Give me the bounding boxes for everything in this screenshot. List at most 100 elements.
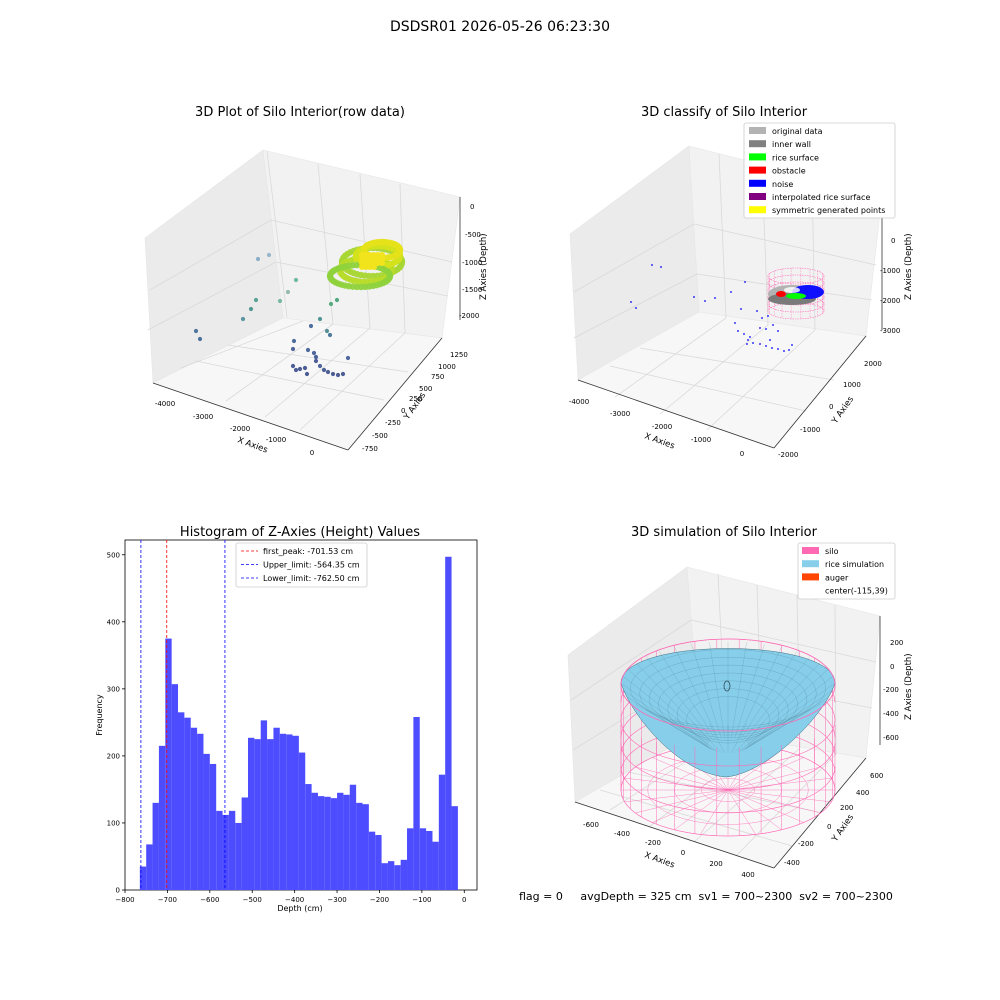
raw-3d-point [305,347,311,353]
simulation-rice-mesh-spoke [635,703,711,750]
histogram-x-tick-label: −300 [327,896,346,904]
classify-legend-frame [743,122,896,219]
classify-legend-label: obstacle [772,167,806,176]
classify-rice-surface-cloud [786,293,806,299]
simulation-3d-x-ticks: -600 -400 -200 0 200 400 [583,821,755,879]
simulation-legend-swatch [802,560,819,568]
raw-3d-z-label: Z Axies (Depth) [479,233,489,300]
histogram-y-label: Frequency [95,694,104,736]
raw-3d-point [345,355,351,361]
histogram-x-tick-label: −100 [412,896,431,904]
classify-3d-y-label: Y Axies [830,394,857,426]
simulation-3d-x-tick: 400 [741,871,754,879]
simulation-3d-y-tick: 200 [840,804,853,812]
simulation-rice-mesh-spoke [645,656,713,740]
histogram-bar [146,844,153,890]
simulation-3d-z-tick: -200 [883,686,899,694]
classify-3d-x-tick: 0 [740,450,744,458]
classify-3d-title: 3D classify of Silo Interior [641,105,808,120]
raw-3d-point [290,346,296,352]
histogram-title: Histogram of Z-Axies (Height) Values [180,525,420,540]
classify-3d-legend: original data inner wall rice surface obsta… [743,122,896,219]
histogram-bar [178,712,185,890]
histogram-bar [432,841,439,890]
raw-3d-title: 3D Plot of Silo Interior(row data) [195,105,405,120]
classify-noise-point [759,343,761,345]
classify-noise-point [777,330,779,332]
raw-3d-point [340,371,346,377]
classify-noise-point [788,349,790,351]
raw-3d-point [255,256,261,262]
histogram-y-tick-label: 100 [107,819,120,827]
classify-noise-point [772,324,774,326]
raw-3d-y-tick: 500 [419,385,432,393]
classify-3d-z-tick: -2000 [880,297,900,305]
raw-3d-point [313,354,319,360]
histogram-x-ticks: −800 −700 −600 −500 −400 −300 −200 −100 0 [115,890,467,904]
raw-3d-x-tick: -1000 [266,436,286,444]
classify-noise-point [630,301,632,303]
histogram-bar [139,866,147,890]
raw-3d-point [327,332,333,338]
histogram-bar [394,865,401,890]
histogram-bar [413,717,420,890]
histogram-bars [139,556,458,890]
classify-legend-label: noise [772,180,793,189]
classify-noise-point [743,333,745,335]
histogram-x-tick-label: −200 [370,896,389,904]
raw-3d-point [293,277,299,283]
raw-3d-z-tick: -1000 [462,259,482,267]
histogram-bar [152,802,159,890]
panel-simulation-3d: 3D simulation of Silo Interior -600 -400… [567,525,914,879]
histogram-y-ticks: 0 100 200 300 400 500 [107,551,125,895]
raw-3d-point [197,336,203,342]
raw-3d-y-tick: 250 [409,395,422,403]
histogram-y-tick-label: 400 [107,618,120,626]
histogram-bar [387,861,395,890]
histogram-bar [241,797,248,890]
simulation-3d-x-label: X Axies [643,850,676,870]
simulation-3d-z-tick: 200 [890,639,903,647]
histogram-legend-label: first_peak: -701.53 cm [263,547,353,556]
figure-suptitle: DSDSR01 2026-05-26 06:23:30 [390,19,610,35]
simulation-rice-mesh-spoke [659,714,716,752]
histogram-legend-frame [235,542,368,588]
histogram-bar [216,810,223,890]
classify-3d-z-tick: 0 [891,237,895,245]
histogram-bar [407,828,414,890]
raw-3d-point [285,289,291,295]
classify-noise-point [744,281,746,283]
classify-legend-label: rice surface [772,153,819,162]
classify-3d-points [630,264,824,352]
classify-3d-y-tick: -1000 [800,426,820,434]
histogram-bar [235,822,242,890]
simulation-3d-z-tick: -400 [883,710,899,718]
classify-noise-point [759,327,761,329]
simulation-rice-mesh-spoke [734,644,765,738]
raw-3d-y-tick: -750 [362,445,378,453]
histogram-bar [286,734,293,890]
histogram-bar [337,792,344,890]
raw-3d-point [302,365,308,371]
raw-3d-y-tick: 0 [401,407,405,415]
histogram-y-tick-label: 500 [107,551,120,559]
classify-noise-point [769,339,771,341]
raw-3d-point [297,366,303,372]
simulation-3d-y-tick: 400 [856,789,869,797]
simulation-rice-mesh-spoke [737,718,782,753]
classify-3d-z-ticks: 0 -1000 -2000 -3000 [880,237,900,335]
simulation-3d-x-tick: 200 [709,860,722,868]
raw-3d-point [317,363,323,369]
classify-3d-x-label: X Axies [643,431,676,451]
histogram-bar [330,798,338,890]
simulation-silo-rim-front [620,684,836,732]
raw-3d-point [253,297,259,303]
histogram-legend-label: Lower_limit: -762.50 cm [263,574,360,583]
simulation-3d-y-tick: -400 [784,859,800,867]
raw-3d-point [379,260,385,266]
histogram-x-tick-label: −400 [285,896,304,904]
classify-noise-point [765,345,767,347]
simulation-rice-mesh-spoke [731,723,747,753]
raw-3d-z-tick: -1500 [462,286,482,294]
classify-noise-point [746,343,748,345]
